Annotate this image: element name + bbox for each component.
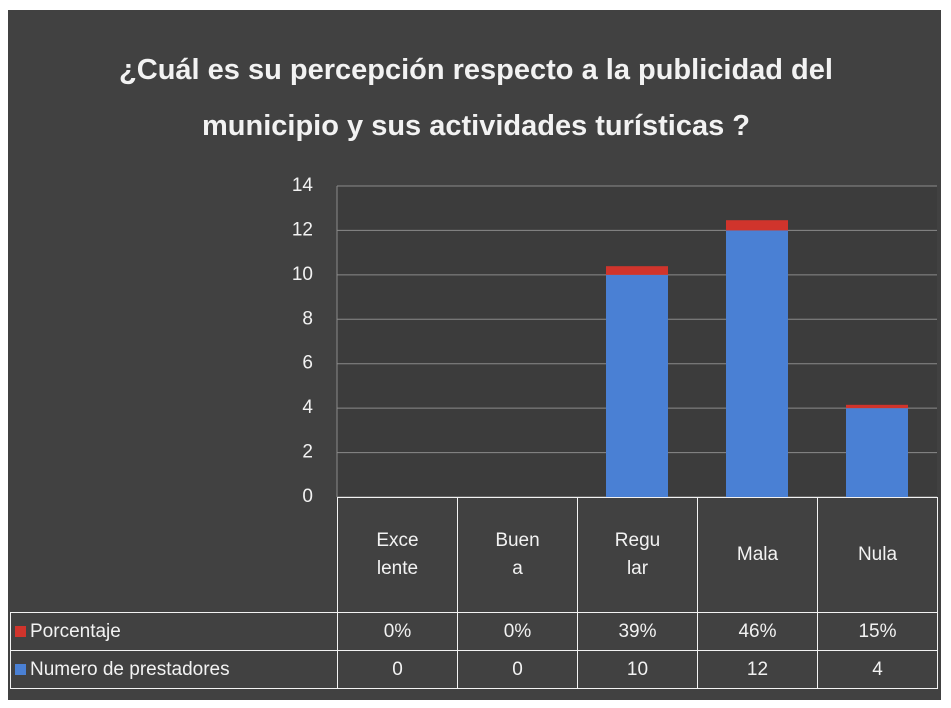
y-tick-label: 2 bbox=[302, 442, 313, 463]
bar-segment bbox=[846, 408, 908, 497]
table-value: 0% bbox=[337, 612, 458, 651]
table-value: 4 bbox=[817, 650, 938, 689]
table-value: 39% bbox=[577, 612, 698, 651]
category-label: Regular bbox=[614, 530, 661, 579]
y-tick-label: 8 bbox=[302, 308, 313, 329]
y-tick-label: 12 bbox=[292, 219, 313, 240]
table-value: 0% bbox=[457, 612, 578, 651]
table-value: 10 bbox=[577, 650, 698, 689]
bar-segment bbox=[606, 274, 668, 497]
legend-key bbox=[15, 626, 26, 637]
bar-segment bbox=[846, 404, 908, 409]
bar-segment bbox=[606, 266, 668, 275]
y-tick-label: 6 bbox=[302, 353, 313, 374]
y-tick-label: 14 bbox=[292, 175, 314, 196]
legend-label: Numero de prestadores bbox=[30, 658, 230, 680]
category-label: Nula bbox=[857, 544, 898, 565]
y-tick-label: 10 bbox=[292, 264, 313, 285]
table-header-cell: Mala bbox=[697, 497, 818, 613]
legend-cell: Numero de prestadores bbox=[10, 650, 338, 689]
table-value: 12 bbox=[697, 650, 818, 689]
table-value: 46% bbox=[697, 612, 818, 651]
bar-segment bbox=[726, 230, 788, 497]
y-tick-label: 4 bbox=[302, 397, 313, 418]
table-header-cell: Buena bbox=[457, 497, 578, 613]
category-label: Mala bbox=[736, 544, 779, 565]
chart-title: ¿Cuál es su percepción respecto a la pub… bbox=[119, 54, 833, 142]
table-header-cell: Excelente bbox=[337, 497, 458, 613]
table-header-cell: Nula bbox=[817, 497, 938, 613]
legend-label: Porcentaje bbox=[30, 620, 121, 642]
table-value: 0 bbox=[457, 650, 578, 689]
legend-key bbox=[15, 664, 26, 675]
category-label: Excelente bbox=[376, 530, 419, 579]
legend-cell: Porcentaje bbox=[10, 612, 338, 651]
table-value: 0 bbox=[337, 650, 458, 689]
table-value: 15% bbox=[817, 612, 938, 651]
y-tick-label: 0 bbox=[302, 486, 313, 507]
bar-segment bbox=[726, 220, 788, 231]
table-header-cell: Regular bbox=[577, 497, 698, 613]
category-label: Buena bbox=[495, 530, 540, 579]
